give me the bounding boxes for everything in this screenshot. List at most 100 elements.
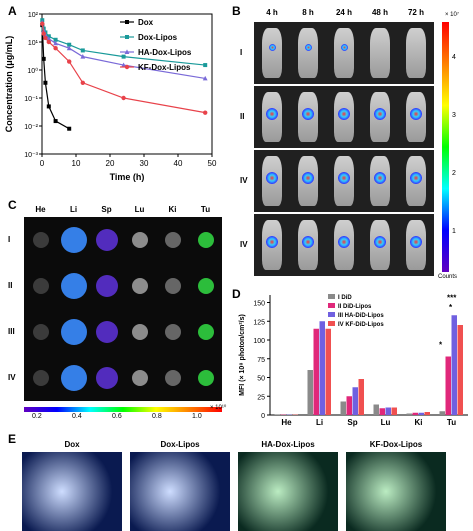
legend-label: Dox-Lipos [138,33,178,42]
organ-label: He [35,205,46,214]
pharmacokinetics-line-chart: 0 10 20 30 40 50 10⁻³ 10⁻² 10⁻¹ 10⁰ 10¹ 10² Time (h)… [4,12,217,182]
colorbar-tick: 3 [452,112,456,119]
legend-label: I DiD [338,295,352,301]
legend-marker [124,49,130,54]
fluorescence-title: KF-Dox-Lipos [369,440,423,449]
organ-signal [131,370,148,386]
organ-signal [197,232,214,248]
data-point [46,39,51,45]
time-label: 24 h [335,8,352,17]
data-point [121,95,126,101]
data-point [67,42,72,47]
organ-image-bg [24,217,222,401]
data-point [53,40,58,46]
fluorescence-panel: Dox [22,440,122,531]
time-label: 48 h [371,8,388,17]
row-label: IV [8,373,16,382]
x-tick-label: 10 [72,159,81,168]
x-tick-label: 20 [106,159,115,168]
panel-letter-b: B [232,4,241,18]
tumor-fluorescence-panel: Dox Dox-Lipos HA-Dox-Lipos KF-Dox-Lipos [0,440,473,531]
colorbar-tick: 0.2 [32,413,42,420]
fluorescence-title: Dox [64,440,80,449]
fluorescence-signal [338,236,350,248]
fluorescence-signal [268,44,276,51]
fluorescence-signal [374,236,386,248]
colorbar [442,22,449,272]
fluorescence-signal [302,172,314,184]
organ-signal [95,367,118,389]
row-label: IV [240,176,248,185]
mouse-silhouette [406,28,426,78]
mouse-silhouette [370,28,390,78]
y-tick-label: 50 [257,376,265,383]
organ-signal [60,319,87,345]
organ-label: Lu [134,205,145,214]
legend-label: HA-Dox-Lipos [138,48,192,57]
bar-li [307,370,313,415]
significance-annotation: *** [447,293,457,302]
bar-tu [439,411,445,415]
data-point [203,63,208,68]
legend-swatch [328,312,335,317]
bar-lu [379,408,385,415]
organ-label: Tu [200,205,211,214]
data-point [46,104,51,109]
legend-label: III HA-DiD-Lipos [338,313,384,319]
bar-ki [418,412,424,415]
y-tick-label: 10² [28,12,39,19]
data-point [80,48,85,53]
colorbar-unit: Counts [438,274,458,280]
panel-letter-e: E [8,432,17,446]
fluorescence-signal [266,108,278,120]
fluorescence-panel: KF-Dox-Lipos [346,440,446,531]
fluorescence-signal [302,108,314,120]
fluorescence-signal [374,172,386,184]
data-point [203,110,208,115]
data-point [41,31,46,36]
data-point [43,80,48,85]
row-label: I [8,235,11,244]
bar-sp [358,379,364,415]
y-tick-label: 25 [257,394,265,401]
fluorescence-image [22,452,122,531]
bar-sp [352,387,358,415]
x-tick-label: 30 [140,159,149,168]
fluorescence-signal [302,236,314,248]
row-label: IV [240,240,248,249]
bar-lu [385,407,391,415]
y-axis-label: Concentration (μg/mL) [4,36,14,133]
panel-letter-c: C [8,198,17,212]
organ-signal [164,232,181,248]
fluorescence-image [130,452,230,531]
data-point [80,80,86,85]
fluorescence-title: HA-Dox-Lipos [261,440,315,449]
fluorescence-title: Dox-Lipos [160,440,200,449]
fluorescence-panel: HA-Dox-Lipos [238,440,338,531]
fluorescence-signal [338,108,350,120]
bar-sp [340,401,346,415]
fluorescence-signal [304,44,312,51]
data-point [67,59,72,64]
fluorescence-signal [338,172,350,184]
row-label: II [240,112,245,121]
data-point [80,54,86,59]
organ-label: Li [69,205,78,214]
colorbar-exponent: × 10⁷ [445,12,460,18]
data-point [41,56,46,61]
bar-sp [346,396,352,415]
y-tick-label: 10¹ [28,40,39,47]
y-tick-label: 125 [253,319,265,326]
fluorescence-signal [410,236,422,248]
panel-letter-d: D [232,287,241,301]
legend-swatch [328,303,335,308]
organ-label: Sp [101,205,112,214]
row-label: III [8,327,15,336]
colorbar-tick: 0.6 [112,413,122,420]
fluorescence-signal [410,172,422,184]
mouse-silhouette [334,28,354,78]
organ-signal [131,232,148,248]
significance-annotation: * [439,341,443,350]
data-point [53,37,58,42]
colorbar-tick: 0.4 [72,413,82,420]
